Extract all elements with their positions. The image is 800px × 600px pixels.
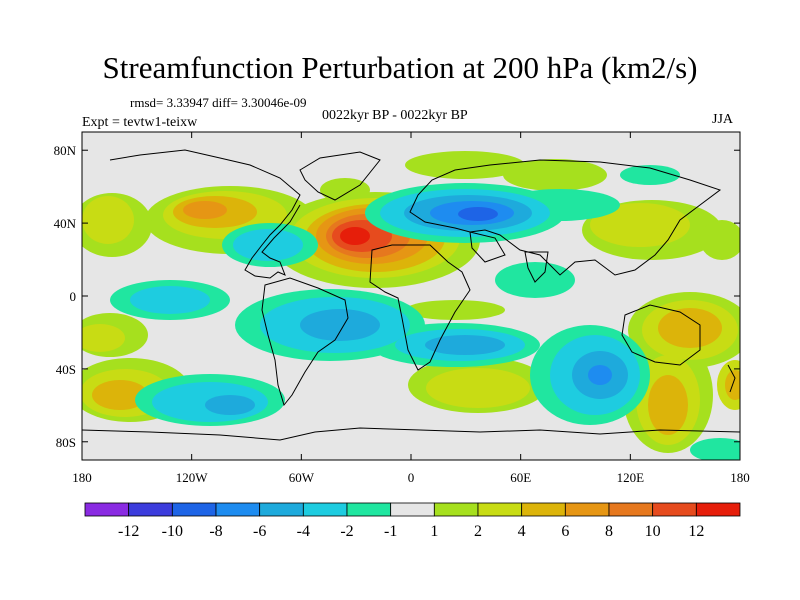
colorbar-swatch (128, 502, 173, 517)
eurasia-coast (409, 159, 722, 276)
contour-fill-layer (82, 151, 740, 460)
colorbar-label: -1 (384, 523, 397, 540)
coastlines (82, 149, 740, 441)
page-title: Streamfunction Perturbation at 200 hPa (… (102, 50, 698, 85)
colorbar-swatch (259, 502, 304, 517)
colorbar-label: 4 (518, 523, 526, 540)
antarctica-coast (82, 427, 740, 441)
latitude-axis: 80N 40N 0 40S 80S (54, 143, 740, 450)
lon-tick-label: 180 (730, 470, 750, 485)
colorbar-label: 8 (605, 523, 613, 540)
africa-coast (369, 244, 471, 371)
lon-tick-label: 120W (176, 470, 209, 485)
season-text: JJA (712, 112, 734, 127)
north-america-coast (109, 149, 301, 279)
lon-tick-label: 180 (72, 470, 92, 485)
colorbar-swatch (564, 502, 610, 517)
colorbar-swatch (84, 502, 130, 517)
arabia-coast (469, 231, 506, 263)
colorbar: -12 -10 -8 -6 -4 -2 -1 1 2 4 6 8 10 12 (84, 502, 741, 540)
colorbar-label: 1 (430, 523, 438, 540)
colorbar-label: 6 (561, 523, 569, 540)
colorbar-label: -8 (209, 523, 222, 540)
lon-tick-label: 0 (408, 470, 415, 485)
lat-tick-label: 40N (54, 216, 77, 231)
colorbar-swatch (608, 502, 654, 517)
lat-tick-label: 40S (56, 362, 76, 377)
colorbar-label: 12 (688, 523, 704, 540)
colorbar-swatch (477, 502, 523, 517)
colorbar-swatch (215, 502, 261, 517)
lon-tick-label: 60E (510, 470, 531, 485)
greenland-coast (299, 151, 381, 201)
lat-tick-label: 0 (70, 289, 77, 304)
stats-text: rmsd= 3.33947 diff= 3.30046e-09 (130, 95, 307, 110)
colorbar-label: 2 (474, 523, 482, 540)
colorbar-swatch (695, 502, 741, 517)
colorbar-swatch (302, 502, 348, 517)
lat-tick-label: 80N (54, 143, 77, 158)
period-text: 0022kyr BP - 0022kyr BP (322, 108, 468, 123)
india-coast (524, 251, 549, 283)
south-america-coast (261, 277, 349, 407)
colorbar-label: -12 (118, 523, 139, 540)
lon-tick-label: 60W (289, 470, 315, 485)
colorbar-swatch (521, 502, 566, 517)
colorbar-swatch (652, 502, 697, 517)
australia-coast (621, 304, 701, 366)
lon-tick-label: 120E (617, 470, 645, 485)
colorbar-label: -10 (162, 523, 183, 540)
colorbar-label: -4 (297, 523, 310, 540)
longitude-axis: 180 120W 60W 0 60E 120E 180 (72, 132, 750, 485)
colorbar-label: -6 (253, 523, 266, 540)
colorbar-label: 10 (645, 523, 661, 540)
colorbar-swatch (171, 502, 217, 517)
lat-tick-label: 80S (56, 435, 76, 450)
colorbar-swatch (433, 502, 479, 517)
colorbar-swatch (346, 502, 392, 517)
colorbar-swatch (390, 502, 435, 517)
new-zealand-coast (727, 364, 736, 393)
colorbar-label: -2 (340, 523, 353, 540)
experiment-text: Expt = tevtw1-teixw (82, 115, 198, 130)
